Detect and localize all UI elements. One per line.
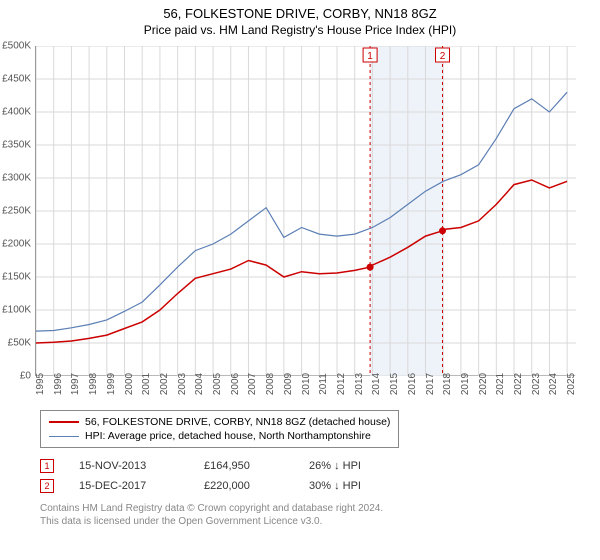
svg-text:2: 2 [440,51,446,62]
y-tick-label: £500K [2,41,31,52]
x-tick-label: 2015 [389,373,400,395]
x-tick-label: 1998 [88,373,99,395]
x-tick-label: 2013 [354,373,365,395]
y-tick-label: £100K [2,305,31,316]
x-tick-label: 1996 [53,373,64,395]
y-tick-label: £250K [2,206,31,217]
sale-delta: 30% ↓ HPI [309,480,361,492]
legend-row: HPI: Average price, detached house, Nort… [49,429,390,443]
x-tick-label: 2003 [177,373,188,395]
legend: 56, FOLKESTONE DRIVE, CORBY, NN18 8GZ (d… [40,410,399,448]
legend-swatch [49,436,79,437]
sale-marker: 2 [40,479,54,493]
chart-container: 56, FOLKESTONE DRIVE, CORBY, NN18 8GZ Pr… [0,0,600,560]
legend-label: HPI: Average price, detached house, Nort… [85,430,371,442]
svg-text:1: 1 [367,51,373,62]
legend-label: 56, FOLKESTONE DRIVE, CORBY, NN18 8GZ (d… [85,416,390,428]
x-tick-label: 2022 [513,373,524,395]
title-address: 56, FOLKESTONE DRIVE, CORBY, NN18 8GZ [0,6,600,23]
x-tick-label: 1997 [70,373,81,395]
x-tick-label: 2018 [442,373,453,395]
x-tick-label: 2021 [495,373,506,395]
legend-row: 56, FOLKESTONE DRIVE, CORBY, NN18 8GZ (d… [49,415,390,429]
chart-area: £0£50K£100K£150K£200K£250K£300K£350K£400… [35,46,595,406]
x-tick-label: 1995 [35,373,46,395]
x-tick-label: 2011 [318,374,329,396]
x-tick-label: 2007 [247,373,258,395]
y-tick-label: £300K [2,173,31,184]
x-tick-label: 2012 [336,373,347,395]
x-tick-label: 1999 [106,373,117,395]
title-subtitle: Price paid vs. HM Land Registry's House … [0,23,600,39]
footer-attribution: Contains HM Land Registry data © Crown c… [40,502,600,528]
x-tick-label: 2006 [230,373,241,395]
sale-price: £220,000 [204,480,284,492]
x-tick-label: 2001 [141,373,152,395]
x-tick-label: 2023 [531,373,542,395]
y-tick-label: £200K [2,239,31,250]
y-tick-label: £50K [8,338,31,349]
plot-region: 12 [35,46,575,376]
y-tick-label: £150K [2,272,31,283]
sale-price: £164,950 [204,460,284,472]
sale-delta: 26% ↓ HPI [309,460,361,472]
x-tick-label: 2025 [566,373,577,395]
x-tick-label: 2005 [212,373,223,395]
x-tick-label: 2024 [548,373,559,395]
sale-date: 15-DEC-2017 [79,480,179,492]
x-tick-label: 2000 [124,373,135,395]
x-tick-label: 2019 [460,373,471,395]
footer-line-1: Contains HM Land Registry data © Crown c… [40,502,600,515]
sale-date: 15-NOV-2013 [79,460,179,472]
y-tick-label: £0 [20,371,31,382]
x-tick-label: 2008 [265,373,276,395]
y-tick-label: £450K [2,74,31,85]
x-tick-label: 2017 [425,373,436,395]
x-tick-label: 2016 [407,373,418,395]
footer-line-2: This data is licensed under the Open Gov… [40,515,600,528]
sale-row: 2 15-DEC-2017 £220,000 30% ↓ HPI [40,476,600,496]
y-tick-label: £350K [2,140,31,151]
x-tick-label: 2002 [159,373,170,395]
x-tick-label: 2004 [194,373,205,395]
x-tick-label: 2014 [371,373,382,395]
sale-marker: 1 [40,459,54,473]
legend-swatch [49,421,79,423]
chart-svg: 12 [36,46,576,376]
y-axis-labels: £0£50K£100K£150K£200K£250K£300K£350K£400… [0,46,33,376]
sale-row: 1 15-NOV-2013 £164,950 26% ↓ HPI [40,456,600,476]
x-axis-labels: 1995199619971998199920002001200220032004… [35,380,575,408]
title-block: 56, FOLKESTONE DRIVE, CORBY, NN18 8GZ Pr… [0,0,600,40]
x-tick-label: 2010 [301,373,312,395]
x-tick-label: 2020 [478,373,489,395]
x-tick-label: 2009 [283,373,294,395]
y-tick-label: £400K [2,107,31,118]
sales-table: 1 15-NOV-2013 £164,950 26% ↓ HPI 2 15-DEC-201… [40,456,600,496]
